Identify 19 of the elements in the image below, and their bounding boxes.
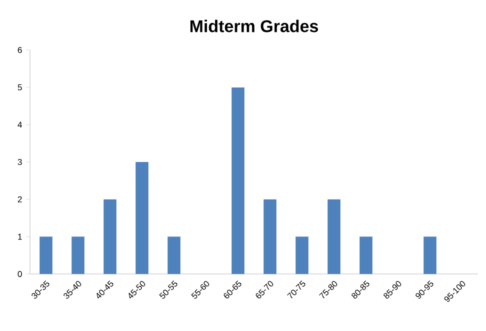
y-tick-label: 2 <box>18 196 22 202</box>
y-tick-label: 5 <box>18 84 22 90</box>
bar <box>72 236 84 274</box>
bar <box>264 199 276 274</box>
bar <box>424 236 436 274</box>
bar <box>232 87 244 274</box>
y-tick-label: 3 <box>18 158 22 165</box>
bar <box>168 236 180 274</box>
y-tick-label: 1 <box>18 234 22 240</box>
bar <box>136 162 148 274</box>
y-tick-label: 6 <box>18 46 22 54</box>
bar <box>296 236 308 274</box>
bar <box>328 199 340 274</box>
bar <box>360 236 372 274</box>
chart-title: Midterm Grades <box>190 20 318 32</box>
bar <box>40 236 52 274</box>
y-tick-label: 0 <box>18 270 22 277</box>
y-tick-label: 4 <box>18 122 22 128</box>
bar <box>104 199 116 274</box>
